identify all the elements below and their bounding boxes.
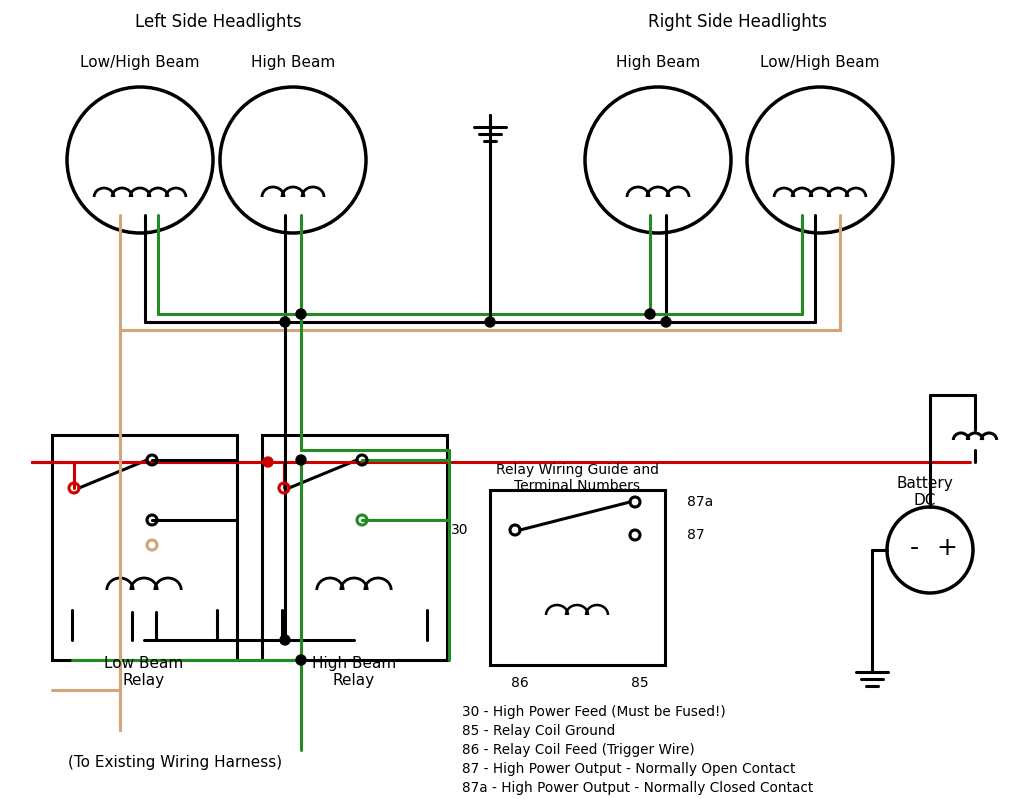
Text: Low/High Beam: Low/High Beam <box>760 54 879 70</box>
Circle shape <box>296 455 306 465</box>
Circle shape <box>263 457 273 467</box>
Circle shape <box>280 635 290 645</box>
Circle shape <box>485 317 495 327</box>
Text: High Beam: High Beam <box>616 54 700 70</box>
Text: High Beam: High Beam <box>251 54 335 70</box>
Text: 85: 85 <box>631 676 648 690</box>
Text: 30 - High Power Feed (Must be Fused!): 30 - High Power Feed (Must be Fused!) <box>462 705 726 719</box>
Text: 86 - Relay Coil Feed (Trigger Wire): 86 - Relay Coil Feed (Trigger Wire) <box>462 743 695 757</box>
Text: 87: 87 <box>687 528 704 542</box>
Text: 86: 86 <box>511 676 529 690</box>
Circle shape <box>645 309 655 319</box>
Text: Low Beam
Relay: Low Beam Relay <box>104 656 184 688</box>
Circle shape <box>661 317 671 327</box>
Text: 85 - Relay Coil Ground: 85 - Relay Coil Ground <box>462 724 616 738</box>
Text: 87 - High Power Output - Normally Open Contact: 87 - High Power Output - Normally Open C… <box>462 762 795 776</box>
Circle shape <box>296 655 306 665</box>
Text: 87a: 87a <box>687 495 713 509</box>
Text: +: + <box>936 536 958 560</box>
Text: Left Side Headlights: Left Side Headlights <box>135 13 301 31</box>
Text: -: - <box>909 536 919 560</box>
Text: Right Side Headlights: Right Side Headlights <box>648 13 828 31</box>
Text: Relay Wiring Guide and
Terminal Numbers: Relay Wiring Guide and Terminal Numbers <box>496 463 659 493</box>
Text: Battery
DC: Battery DC <box>897 475 954 508</box>
Bar <box>52 435 237 660</box>
Circle shape <box>296 309 306 319</box>
Text: 30: 30 <box>451 523 468 537</box>
Text: Low/High Beam: Low/High Beam <box>80 54 200 70</box>
Text: (To Existing Wiring Harness): (To Existing Wiring Harness) <box>68 754 282 769</box>
Bar <box>490 490 665 665</box>
Text: High Beam
Relay: High Beam Relay <box>311 656 396 688</box>
Circle shape <box>280 317 290 327</box>
Text: 87a - High Power Output - Normally Closed Contact: 87a - High Power Output - Normally Close… <box>462 781 813 795</box>
Bar <box>262 435 447 660</box>
